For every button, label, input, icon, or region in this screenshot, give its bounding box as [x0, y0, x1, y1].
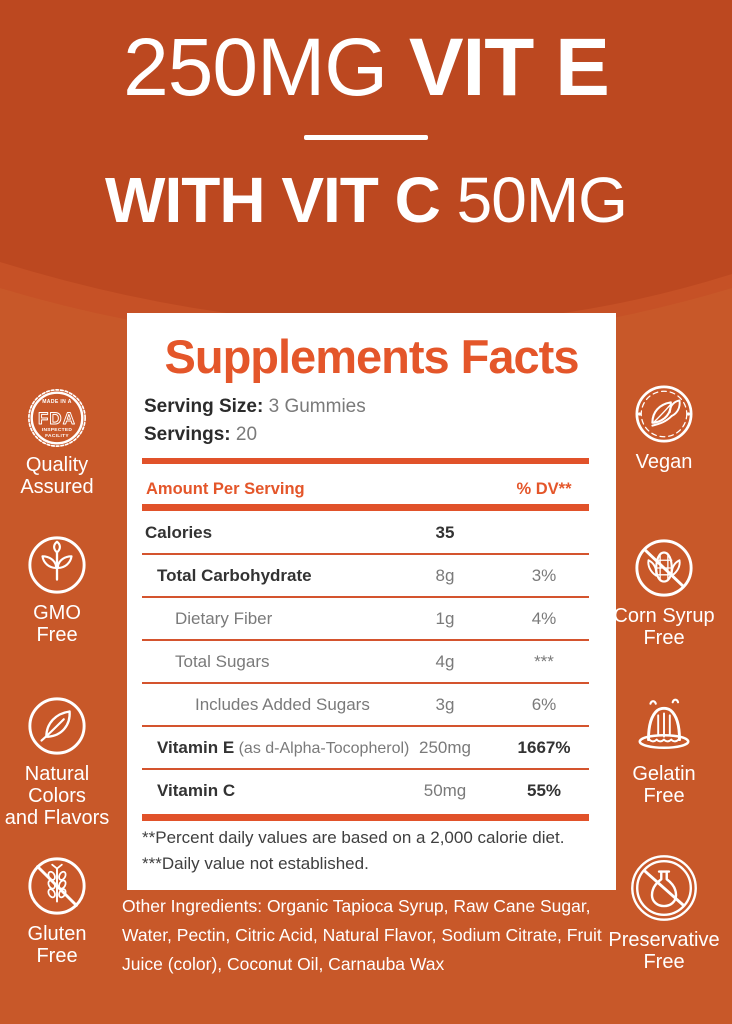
row-label: Calories: [145, 523, 213, 542]
header-title-line2: WITH VIT C 50MG: [0, 158, 732, 242]
header-banner-background: [0, 0, 732, 343]
fda-main-text: FDA: [38, 409, 76, 428]
servings-row: Servings: 20: [144, 421, 366, 449]
serving-info: Serving Size: 3 Gummies Servings: 20: [144, 393, 366, 449]
badge-natural-colors-and-flavors: Natural Colors and Flavors: [0, 695, 127, 829]
row-amount: 50mg: [423, 781, 467, 800]
row-amount: 8g: [435, 566, 455, 585]
serving-size-label: Serving Size:: [144, 396, 264, 417]
header-divider: [304, 135, 428, 140]
badge-preservative-free: Preservative Free: [594, 853, 732, 973]
header-with-vit-c-text: WITH VIT C: [105, 164, 457, 236]
divider-bar-bottom: [142, 814, 589, 821]
leaf-icon: [0, 695, 127, 757]
table-row: Dietary Fiber 1g 4%: [142, 598, 589, 641]
fda-inspected-text: INSPECTED: [42, 427, 73, 433]
row-dv: 1667%: [517, 738, 571, 757]
table-row: Total Carbohydrate 8g 3%: [142, 555, 589, 598]
divider-bar-middle: [142, 504, 589, 511]
header-title-line1: 250MG VIT E: [0, 24, 732, 112]
table-row: Total Sugars 4g ***: [142, 641, 589, 684]
panel-title: Supplements Facts: [164, 330, 580, 383]
row-amount: 3g: [435, 695, 455, 714]
badge-gelatin-free: Gelatin Free: [594, 695, 732, 807]
badge-vegan: Vegan: [594, 383, 732, 473]
footnote-daily-values: **Percent daily values are based on a 2,…: [142, 828, 565, 847]
divider-bar-top: [142, 458, 589, 464]
row-amount: 4g: [435, 652, 455, 671]
table-row: Calories 35: [142, 512, 589, 555]
corn-crossed-icon: [594, 537, 732, 599]
row-dv: ***: [534, 652, 554, 671]
table-row: Vitamin E (as d-Alpha-Tocopherol) 250mg 16…: [142, 727, 589, 770]
row-dv: 3%: [531, 566, 557, 585]
badge-label: Natural Colors and Flavors: [4, 763, 110, 829]
serving-size-row: Serving Size: 3 Gummies: [144, 393, 366, 421]
footnotes: **Percent daily values are based on a 2,…: [142, 825, 596, 877]
fda-facility-text: FACILITY: [45, 433, 69, 439]
supplement-facts-panel: Supplements Facts Serving Size: 3 Gummie…: [127, 313, 616, 890]
flask-crossed-icon: [594, 853, 732, 923]
badge-corn-syrup-free: Corn Syrup Free: [594, 537, 732, 649]
vegan-leaves-icon: [594, 383, 732, 445]
serving-size-value: 3 Gummies: [268, 396, 366, 417]
row-label: Vitamin E (as d-Alpha-Tocopherol): [157, 738, 410, 757]
badge-label: Corn Syrup Free: [613, 605, 715, 649]
badge-gluten-free: Gluten Free: [0, 855, 127, 967]
percent-dv-header: % DV**: [516, 480, 572, 498]
badge-label: Quality Assured: [20, 454, 94, 498]
row-dv: 6%: [531, 695, 557, 714]
servings-label: Servings:: [144, 424, 231, 445]
amount-per-serving-header: Amount Per Serving: [146, 480, 305, 498]
row-label: Includes Added Sugars: [195, 695, 370, 714]
servings-value: 20: [235, 424, 258, 445]
gmo-plant-icon: [0, 534, 127, 596]
header-vit-e-text: VIT E: [408, 22, 610, 113]
badge-label: Gelatin Free: [632, 763, 696, 807]
row-amount: 250mg: [419, 738, 471, 757]
fda-seal-icon: MADE IN A FDA INSPECTED FACILITY: [0, 388, 127, 448]
other-ingredients-text: Other Ingredients: Organic Tapioca Syrup…: [122, 896, 602, 974]
badge-label: Preservative Free: [608, 929, 720, 973]
badge-label: Gluten Free: [27, 923, 87, 967]
table-row: Vitamin C 50mg 55%: [142, 770, 589, 811]
header-dosage-text: 250MG: [123, 22, 409, 113]
nutrition-table: Calories 35 Total Carbohydrate 8g 3% Dietary …: [142, 512, 589, 811]
badge-label: Vegan: [635, 451, 693, 473]
row-label: Total Sugars: [175, 652, 270, 671]
badge-quality-assured: MADE IN A FDA INSPECTED FACILITY Quality…: [0, 388, 127, 498]
row-dv: 4%: [531, 609, 557, 628]
table-header: Amount Per Serving % DV**: [142, 475, 589, 503]
row-label: Dietary Fiber: [175, 609, 273, 628]
row-dv: 55%: [526, 781, 562, 800]
wheat-crossed-icon: [0, 855, 127, 917]
badge-label: GMO Free: [33, 602, 81, 646]
jelly-icon: [594, 695, 732, 757]
table-row: Includes Added Sugars 3g 6%: [142, 684, 589, 727]
row-label: Vitamin C: [157, 781, 236, 800]
row-label: Total Carbohydrate: [157, 566, 312, 585]
badge-gmo-free: GMO Free: [0, 534, 127, 646]
row-amount: 1g: [435, 609, 455, 628]
footnote-daily-value-not-established: ***Daily value not established.: [142, 854, 369, 873]
fda-made-in-a-text: MADE IN A: [42, 399, 72, 405]
header-vit-c-dosage-text: 50MG: [456, 164, 628, 236]
row-amount: 35: [435, 523, 455, 542]
